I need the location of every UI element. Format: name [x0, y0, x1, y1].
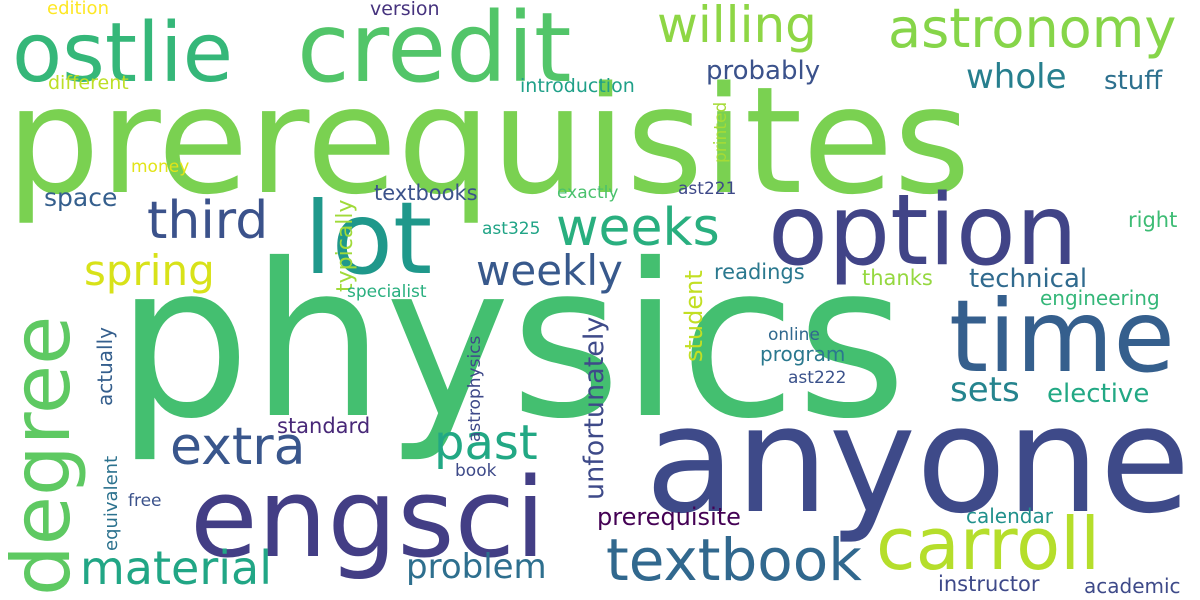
word: prerequisite [597, 503, 741, 531]
word: version [370, 0, 440, 20]
word: elective [1047, 379, 1150, 409]
word: ostlie [12, 6, 234, 101]
word: option [768, 174, 1078, 288]
word: book [455, 461, 497, 481]
word: student [680, 270, 708, 362]
word: actually [93, 327, 117, 406]
word: probably [706, 56, 821, 86]
word: physics [116, 218, 907, 465]
word: unfortunately [579, 316, 610, 500]
word: typically [333, 199, 358, 292]
word: prerequisites [6, 55, 971, 227]
word: ast222 [788, 368, 847, 388]
word: right [1128, 208, 1178, 232]
word: program [760, 342, 846, 366]
word: spring [84, 246, 215, 295]
word: engsci [190, 454, 546, 582]
word: specialist [347, 282, 427, 302]
word: anyone [645, 374, 1191, 546]
word: whole [966, 57, 1067, 97]
word: standard [277, 414, 371, 438]
word: ast325 [482, 219, 541, 239]
word: problem [406, 547, 547, 587]
word: engineering [1040, 286, 1160, 310]
word: introduction [520, 75, 635, 97]
word: extra [170, 417, 306, 477]
word: textbook [606, 526, 862, 594]
word: space [44, 183, 118, 212]
word: thanks [862, 266, 933, 290]
word: willing [657, 0, 817, 54]
word: different [48, 72, 129, 94]
word: astrophysics [465, 335, 485, 442]
word: ast221 [678, 179, 737, 199]
word: technical [969, 264, 1088, 294]
word: exactly [557, 183, 619, 203]
word: instructor [938, 572, 1040, 596]
word: stuff [1104, 66, 1163, 96]
word: calendar [966, 504, 1053, 528]
word: money [131, 157, 190, 177]
word: academic [1084, 574, 1181, 598]
word: lot [304, 180, 433, 297]
word: edition [47, 0, 109, 19]
word: online [768, 325, 820, 345]
word: third [147, 191, 269, 251]
word: printed [711, 101, 731, 163]
word: astronomy [888, 0, 1177, 60]
word: weekly [476, 246, 623, 295]
word: readings [714, 260, 805, 284]
word: material [80, 541, 272, 595]
word: carroll [876, 502, 1101, 586]
word: time [949, 278, 1175, 395]
word: degree [0, 315, 88, 596]
word: sets [950, 370, 1020, 410]
word: weeks [556, 198, 720, 258]
word: free [128, 491, 162, 511]
word: textbooks [374, 181, 478, 205]
word: equivalent [101, 455, 122, 551]
word: credit [297, 0, 572, 104]
word: past [434, 415, 538, 471]
